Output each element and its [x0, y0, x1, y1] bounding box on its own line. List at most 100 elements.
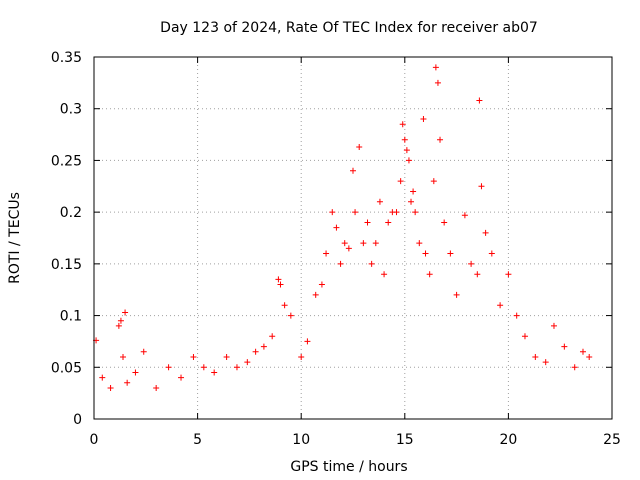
- y-tick-label: 0.1: [60, 309, 82, 325]
- y-tick-labels: 0 0.05 0.1 0.15 0.2 0.25 0.3 0.35: [51, 50, 82, 428]
- data-point: [416, 240, 423, 247]
- data-point: [468, 260, 475, 267]
- y-tick-label: 0.25: [51, 153, 82, 169]
- data-point: [329, 209, 336, 216]
- data-point: [333, 224, 340, 231]
- data-point: [304, 338, 311, 345]
- data-point: [244, 359, 251, 366]
- data-point: [478, 183, 485, 190]
- data-point: [497, 302, 504, 309]
- data-point: [476, 97, 483, 104]
- data-point: [190, 353, 197, 360]
- data-point: [505, 271, 512, 278]
- x-tick-label: 20: [499, 432, 517, 448]
- y-tick-label: 0: [73, 412, 82, 428]
- data-point: [381, 271, 388, 278]
- data-point: [399, 121, 406, 128]
- data-point: [368, 260, 375, 267]
- data-point: [200, 364, 207, 371]
- data-point: [542, 359, 549, 366]
- data-point: [393, 209, 400, 216]
- data-point: [408, 198, 415, 205]
- data-point: [277, 281, 284, 288]
- data-point: [401, 136, 408, 143]
- data-point: [571, 364, 578, 371]
- grid-lines: [94, 57, 612, 419]
- data-point: [461, 212, 468, 219]
- data-point: [323, 250, 330, 257]
- y-tick-label: 0.15: [51, 257, 82, 273]
- data-point: [223, 353, 230, 360]
- data-point: [356, 143, 363, 150]
- data-point: [360, 240, 367, 247]
- data-point: [397, 178, 404, 185]
- data-point: [260, 343, 267, 350]
- data-point: [107, 384, 114, 391]
- data-point: [561, 343, 568, 350]
- data-point: [403, 147, 410, 154]
- data-point: [122, 309, 129, 316]
- data-point: [337, 260, 344, 267]
- data-point: [352, 209, 359, 216]
- x-tick-label: 15: [396, 432, 414, 448]
- x-tick-label: 10: [292, 432, 310, 448]
- data-point: [345, 245, 352, 252]
- y-tick-label: 0.3: [60, 102, 82, 118]
- chart-title: Day 123 of 2024, Rate Of TEC Index for r…: [160, 20, 538, 36]
- data-point: [420, 116, 427, 123]
- y-tick-label: 0.05: [51, 360, 82, 376]
- data-point: [115, 322, 122, 329]
- data-point: [120, 353, 127, 360]
- data-point: [513, 312, 520, 319]
- data-point: [586, 353, 593, 360]
- y-tick-label: 0.35: [51, 50, 82, 66]
- data-point: [521, 333, 528, 340]
- data-point: [124, 379, 131, 386]
- data-point: [453, 291, 460, 298]
- x-tick-labels: 0 5 10 15 20 25: [90, 432, 621, 448]
- x-tick-label: 0: [90, 432, 99, 448]
- data-point: [132, 369, 139, 376]
- data-point: [447, 250, 454, 257]
- data-points: [93, 64, 593, 391]
- data-point: [153, 384, 160, 391]
- data-point: [376, 198, 383, 205]
- data-point: [550, 322, 557, 329]
- data-point: [422, 250, 429, 257]
- data-point: [233, 364, 240, 371]
- data-point: [482, 229, 489, 236]
- data-point: [426, 271, 433, 278]
- data-point: [287, 312, 294, 319]
- data-point: [211, 369, 218, 376]
- data-point: [532, 353, 539, 360]
- data-point: [350, 167, 356, 174]
- x-tick-label: 5: [193, 432, 202, 448]
- x-axis-label: GPS time / hours: [290, 459, 407, 475]
- data-point: [318, 281, 325, 288]
- data-point: [312, 291, 319, 298]
- data-point: [178, 374, 185, 381]
- data-point: [432, 64, 439, 71]
- data-point: [430, 178, 437, 185]
- data-point: [410, 188, 417, 195]
- y-axis-label: ROTI / TECUs: [7, 192, 23, 284]
- data-point: [117, 317, 124, 324]
- data-point: [437, 136, 444, 143]
- data-point: [474, 271, 481, 278]
- plot-frame: [93, 56, 613, 420]
- data-point: [281, 302, 288, 309]
- data-point: [298, 353, 305, 360]
- data-point: [275, 276, 282, 283]
- y-tick-label: 0.2: [60, 205, 82, 221]
- data-point: [405, 157, 412, 164]
- data-point: [269, 333, 276, 340]
- data-point: [140, 348, 147, 355]
- data-point: [372, 240, 379, 247]
- data-point: [252, 348, 259, 355]
- data-point: [385, 219, 392, 226]
- data-point: [99, 374, 106, 381]
- axis-ticks: [93, 56, 613, 420]
- data-point: [364, 219, 371, 226]
- data-point: [434, 79, 441, 86]
